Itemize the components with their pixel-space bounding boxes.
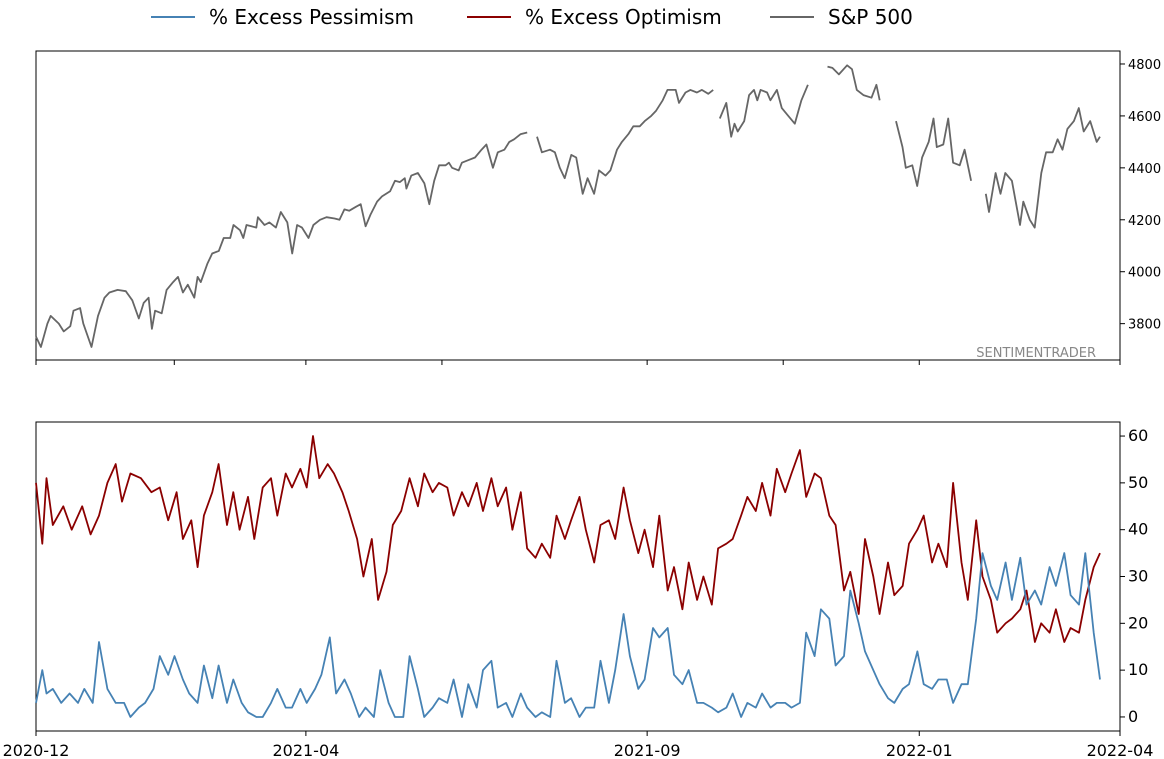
y-tick-label-4800: 4800 bbox=[1128, 58, 1161, 73]
series-line-s-p-500-seg-4 bbox=[895, 117, 972, 187]
series-line-s-p-500-seg-0 bbox=[35, 131, 528, 348]
series-line-s-p-500-seg-3 bbox=[827, 64, 881, 101]
series-line-s-p-500-seg-2 bbox=[718, 84, 809, 138]
legend-item-pessimism: % Excess Pessimism bbox=[151, 4, 414, 30]
bottom-panel-frame bbox=[35, 421, 1121, 732]
y-tick-label-40: 40 bbox=[1128, 520, 1148, 539]
x-tick-label-2021-09: 2021-09 bbox=[614, 741, 681, 759]
bottom-panel-marks: 0 10 20 30 40 50 60 2020-12 2021-04 2021-09 2022-0… bbox=[3, 426, 1154, 759]
legend-item-optimism: % Excess Optimism bbox=[467, 4, 722, 30]
watermark: SENTIMENTRADER bbox=[976, 346, 1096, 361]
top-panel-frame bbox=[35, 50, 1121, 361]
series-line-s-p-500-seg-1 bbox=[536, 89, 714, 195]
y-tick-label-10: 10 bbox=[1128, 660, 1148, 679]
series-line--excess-pessimism-seg-0 bbox=[35, 552, 1101, 718]
series-line--excess-optimism-seg-0 bbox=[35, 435, 1101, 643]
legend-swatch-optimism bbox=[467, 16, 511, 18]
y-tick-label-60: 60 bbox=[1128, 426, 1148, 445]
top-panel-marks: 3800 4000 4200 4400 4600 4800 bbox=[35, 58, 1161, 365]
legend: % Excess Pessimism % Excess Optimism S&P… bbox=[0, 0, 1164, 34]
series-line-s-p-500-seg-5 bbox=[984, 107, 1101, 229]
y-tick-label-4400: 4400 bbox=[1128, 162, 1161, 177]
x-tick-label-2021-04: 2021-04 bbox=[272, 741, 339, 759]
legend-swatch-sp500 bbox=[770, 16, 814, 18]
y-tick-label-4200: 4200 bbox=[1128, 214, 1161, 229]
x-tick-label-2022-04: 2022-04 bbox=[1087, 741, 1154, 759]
x-tick-label-2020-12: 2020-12 bbox=[3, 741, 70, 759]
y-tick-label-20: 20 bbox=[1128, 613, 1148, 632]
y-tick-label-4600: 4600 bbox=[1128, 110, 1161, 125]
y-tick-label-4000: 4000 bbox=[1128, 266, 1161, 281]
legend-item-sp500: S&P 500 bbox=[770, 4, 913, 30]
y-tick-label-0: 0 bbox=[1128, 707, 1138, 726]
y-tick-label-50: 50 bbox=[1128, 473, 1148, 492]
legend-swatch-pessimism bbox=[151, 16, 195, 18]
legend-label-optimism: % Excess Optimism bbox=[525, 5, 722, 29]
legend-label-sp500: S&P 500 bbox=[828, 5, 913, 29]
y-tick-label-3800: 3800 bbox=[1128, 318, 1161, 333]
y-tick-label-30: 30 bbox=[1128, 567, 1148, 586]
x-tick-label-2022-01: 2022-01 bbox=[886, 741, 953, 759]
legend-label-pessimism: % Excess Pessimism bbox=[209, 5, 414, 29]
